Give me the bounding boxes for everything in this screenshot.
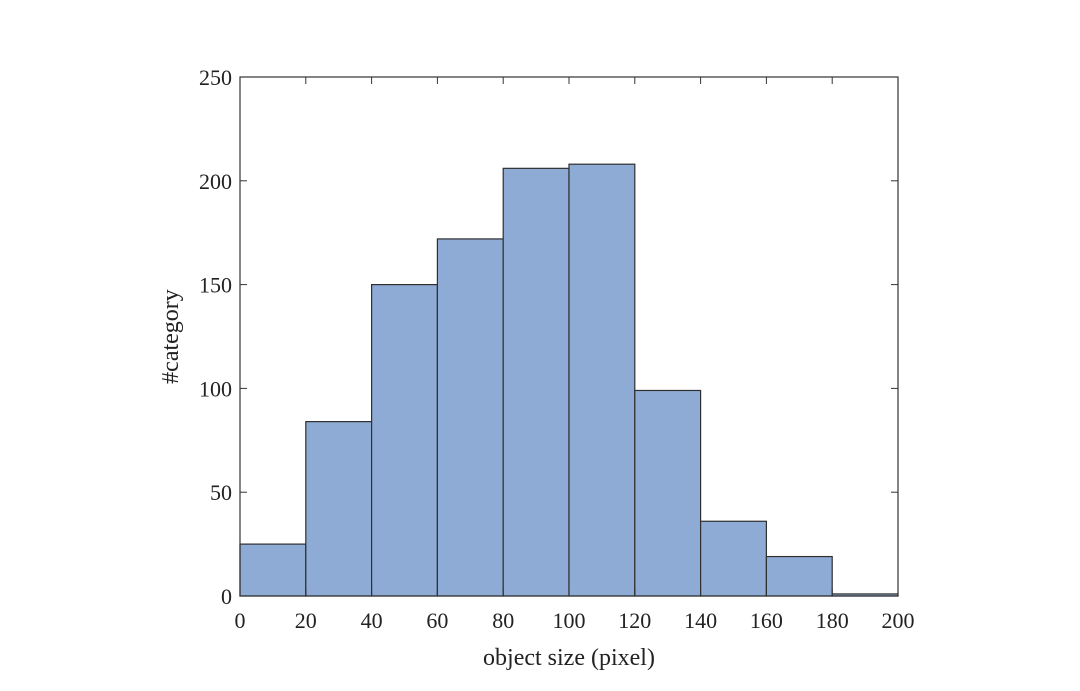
histogram-bar-80-100 <box>502 167 570 597</box>
x-tick-label: 100 <box>553 608 586 633</box>
y-tick-label: 200 <box>199 169 232 194</box>
y-axis-label: #category <box>158 289 184 384</box>
x-tick-label: 40 <box>361 608 383 633</box>
histogram-bar-160-180 <box>765 555 833 597</box>
x-tick-label: 140 <box>684 608 717 633</box>
x-axis-label: object size (pixel) <box>483 645 655 671</box>
histogram-bar-100-120 <box>568 163 636 597</box>
x-tick-label: 60 <box>426 608 448 633</box>
histogram-bar-140-160 <box>699 520 767 597</box>
x-tick-label: 160 <box>750 608 783 633</box>
bars-group <box>239 163 899 597</box>
x-tick-label: 120 <box>618 608 651 633</box>
ticks-group: 0 20 40 60 80 100 120 140 160 180 200 0 50 100 150 200 2… <box>199 65 915 633</box>
x-tick-label: 180 <box>816 608 849 633</box>
y-tick-label: 250 <box>199 65 232 90</box>
y-tick-label: 150 <box>199 273 232 298</box>
x-tick-label: 200 <box>882 608 915 633</box>
histogram-bar-0-20 <box>239 543 307 597</box>
histogram-bar-120-140 <box>634 389 702 597</box>
histogram-bar-20-40 <box>305 421 373 597</box>
y-tick-label: 0 <box>221 584 232 609</box>
y-tick-label: 100 <box>199 376 232 401</box>
x-tick-label: 80 <box>492 608 514 633</box>
x-tick-label: 20 <box>295 608 317 633</box>
histogram-bar-60-80 <box>436 238 504 597</box>
x-tick-label: 0 <box>235 608 246 633</box>
y-tick-label: 50 <box>210 480 232 505</box>
histogram-bar-40-60 <box>371 284 439 597</box>
